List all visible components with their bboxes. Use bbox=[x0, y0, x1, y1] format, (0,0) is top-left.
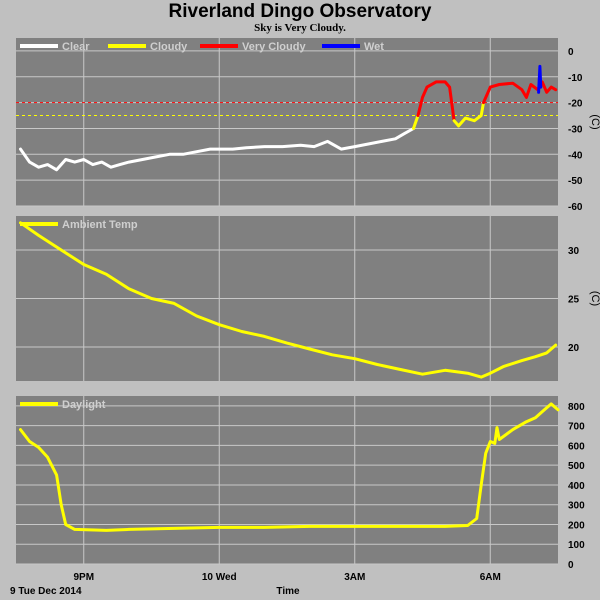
y-tick-label: 300 bbox=[568, 501, 585, 512]
series-line-daylight bbox=[19, 402, 560, 532]
y-tick-label: 400 bbox=[568, 481, 585, 492]
y-tick-label: 0 bbox=[568, 560, 574, 571]
series-line-cloudy bbox=[412, 114, 420, 130]
chart-title: Riverland Dingo Observatory bbox=[168, 1, 432, 22]
daylight-panel: 800 700 600 500 400 300 200 100 0 Daylight bbox=[16, 396, 585, 571]
y-tick-label: 30 bbox=[568, 246, 580, 257]
y-tick-label: -20 bbox=[568, 99, 583, 110]
y-tick-label: -40 bbox=[568, 150, 583, 161]
legend-entry: Cloudy bbox=[150, 41, 188, 53]
x-tick-label: 9PM bbox=[73, 572, 94, 583]
legend-entry: Very Cloudy bbox=[242, 41, 306, 53]
x-tick-label: 6AM bbox=[480, 572, 501, 583]
legend-entry: Wet bbox=[364, 41, 384, 53]
y-tick-label: 0 bbox=[568, 47, 574, 58]
legend-entry: Clear bbox=[62, 41, 90, 53]
sky-temp-panel: 0 -10 -20 -30 -40 -50 -60 (C) Clear Cloudy Very Cl… bbox=[16, 38, 600, 213]
y-tick-label: -10 bbox=[568, 73, 583, 84]
series-line-very-cloudy bbox=[482, 80, 558, 105]
y-tick-label: 600 bbox=[568, 441, 585, 452]
series-line-very-cloudy bbox=[416, 80, 456, 123]
plot-background bbox=[16, 38, 558, 206]
legend-entry: Daylight bbox=[62, 399, 106, 411]
y-tick-label: -60 bbox=[568, 202, 583, 213]
y-tick-label: -50 bbox=[568, 176, 583, 187]
series-line-ambient-temp bbox=[19, 221, 558, 379]
y-tick-label: 200 bbox=[568, 520, 585, 531]
series-line-wet bbox=[537, 64, 543, 94]
ambient-temp-panel: 20 25 30 (C) Ambient Temp bbox=[16, 216, 600, 381]
y-tick-label: 700 bbox=[568, 422, 585, 433]
y-tick-label: 20 bbox=[568, 343, 580, 354]
y-axis-label: (C) bbox=[589, 291, 600, 306]
y-tick-label: -30 bbox=[568, 124, 583, 135]
x-tick-label: 10 Wed bbox=[202, 572, 237, 583]
y-tick-label: 500 bbox=[568, 461, 585, 472]
legend-entry: Ambient Temp bbox=[62, 219, 138, 231]
y-tick-label: 800 bbox=[568, 402, 585, 413]
y-axis-label: (C) bbox=[589, 114, 600, 129]
x-axis-label: Time bbox=[276, 586, 300, 597]
y-tick-label: 100 bbox=[568, 540, 585, 551]
x-tick-label: 3AM bbox=[344, 572, 365, 583]
sky-status-subtitle: Sky is Very Cloudy. bbox=[254, 22, 346, 34]
series-line-clear bbox=[19, 127, 415, 172]
series-line-cloudy bbox=[452, 101, 485, 128]
date-label: 9 Tue Dec 2014 bbox=[10, 586, 82, 597]
plot-background bbox=[16, 396, 558, 564]
y-tick-label: 25 bbox=[568, 295, 580, 306]
